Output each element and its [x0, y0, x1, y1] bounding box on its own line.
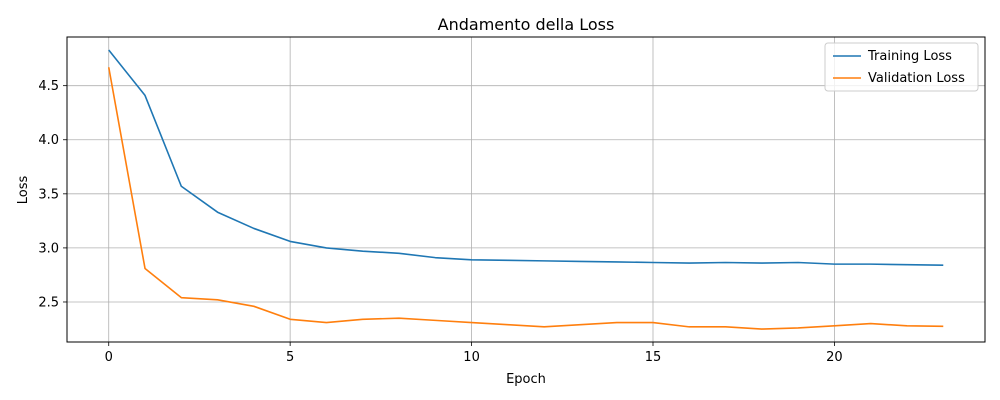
- x-tick-label: 5: [286, 350, 294, 365]
- plot-frame: [66, 36, 986, 343]
- legend-label-validation-loss: Validation Loss: [868, 71, 965, 86]
- legend-label-training-loss: Training Loss: [867, 49, 952, 64]
- legend-box: [824, 42, 979, 92]
- x-tick-label: 20: [826, 350, 843, 365]
- series-lines: [107, 49, 944, 330]
- x-tick-label: 0: [105, 350, 113, 365]
- y-tick-label: 4.0: [38, 133, 59, 148]
- y-tick-label: 3.5: [38, 187, 59, 202]
- legend: Training Loss Validation Loss: [824, 42, 979, 92]
- chart-title: Andamento della Loss: [438, 15, 615, 34]
- series-line-training-loss: [108, 49, 944, 267]
- series-line-validation-loss: [107, 67, 944, 330]
- y-tick-label: 4.5: [38, 79, 59, 94]
- y-tick-label: 3.0: [38, 241, 59, 256]
- x-tick-label: 15: [645, 350, 662, 365]
- y-tick-label: 2.5: [38, 295, 59, 310]
- y-axis-ticks: 2.5 3.0 3.5 4.0 4.5: [38, 79, 67, 310]
- x-axis-label: Epoch: [506, 372, 546, 387]
- y-axis-label: Loss: [16, 176, 31, 205]
- x-axis-ticks: 0 5 10 15 20: [105, 342, 843, 365]
- x-tick-label: 10: [463, 350, 480, 365]
